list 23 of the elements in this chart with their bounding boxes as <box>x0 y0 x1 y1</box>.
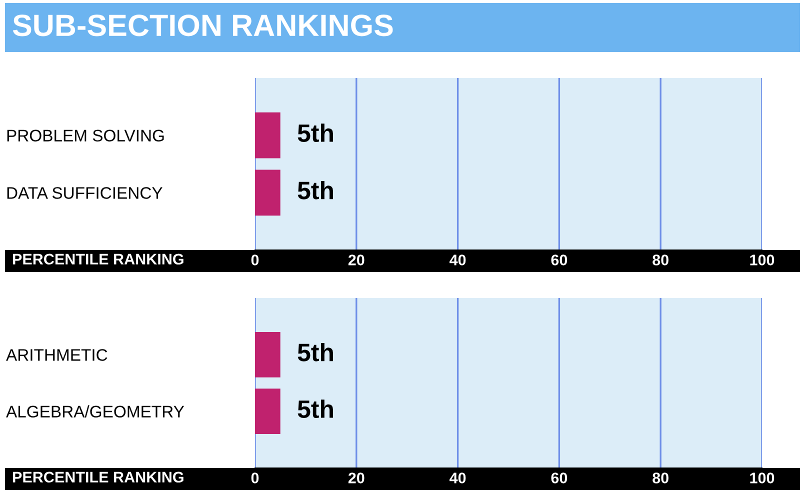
x-axis-title: PERCENTILE RANKING <box>13 472 184 483</box>
x-tick-label: 20 <box>348 254 364 266</box>
data-label: 5th <box>298 181 333 200</box>
x-tick-label: 60 <box>551 254 568 266</box>
y-tick-label: ALGEBRA/GEOMETRY <box>6 405 184 418</box>
x-tick-label: 0 <box>251 254 259 266</box>
data-label: 5th <box>298 343 333 362</box>
x-tick-label: 60 <box>551 472 568 484</box>
x-tick-label: 80 <box>652 254 668 266</box>
y-tick-label: PROBLEM SOLVING <box>7 130 164 142</box>
data-label: 5th <box>298 124 333 142</box>
x-tick-label: 100 <box>750 254 774 266</box>
x-tick-label: 0 <box>251 472 259 484</box>
x-tick-label: 40 <box>450 254 466 266</box>
y-tick-label: DATA SUFFICIENCY <box>7 187 162 199</box>
x-tick-label: 40 <box>450 472 466 484</box>
x-axis-title: PERCENTILE RANKING <box>13 254 184 265</box>
x-tick-label: 20 <box>348 472 364 484</box>
x-tick-label: 80 <box>652 472 668 484</box>
x-tick-label: 100 <box>750 472 774 484</box>
chart-title: SUB-SECTION RANKINGS <box>12 14 393 36</box>
y-tick-label: ARITHMETIC <box>6 349 108 361</box>
data-label: 5th <box>298 400 333 418</box>
